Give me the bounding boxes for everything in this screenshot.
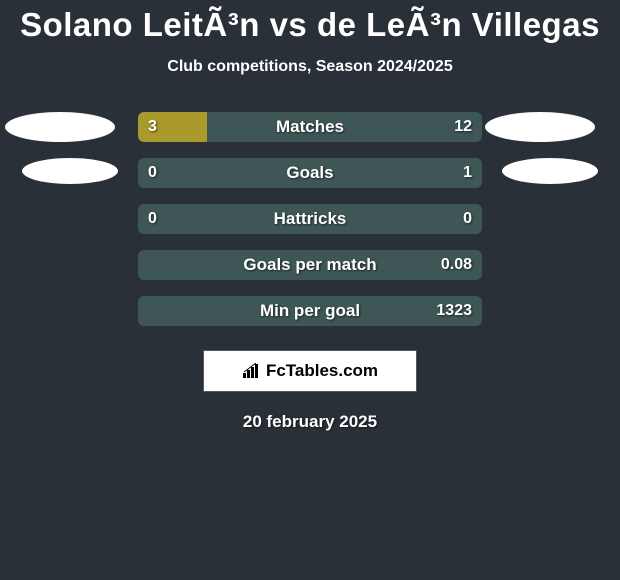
logo-box[interactable]: FcTables.com (203, 350, 417, 392)
stat-value-left: 0 (148, 158, 157, 188)
stat-value-right: 1 (463, 158, 472, 188)
stat-bar: 00Hattricks (138, 204, 482, 234)
logo-text: FcTables.com (242, 361, 378, 381)
bar-right-fill (138, 204, 482, 234)
player-badge-left (5, 112, 115, 142)
stat-row: 312Matches (0, 112, 620, 142)
stat-value-left: 0 (148, 204, 157, 234)
bar-right-fill (138, 158, 482, 188)
comparison-chart: 312Matches01Goals00Hattricks0.08Goals pe… (0, 112, 620, 342)
bar-right-fill (207, 112, 482, 142)
stat-bar: 312Matches (138, 112, 482, 142)
date-label: 20 february 2025 (243, 412, 377, 432)
bar-right-fill (138, 250, 482, 280)
stat-value-left: 3 (148, 112, 157, 142)
stat-bar: 1323Min per goal (138, 296, 482, 326)
stat-row: 01Goals (0, 158, 620, 188)
player-badge-right (502, 158, 598, 184)
bar-chart-icon (242, 363, 262, 379)
stat-value-right: 12 (454, 112, 472, 142)
stat-row: 00Hattricks (0, 204, 620, 234)
stat-value-right: 1323 (436, 296, 472, 326)
stat-bar: 0.08Goals per match (138, 250, 482, 280)
stat-row: 0.08Goals per match (0, 250, 620, 280)
stat-row: 1323Min per goal (0, 296, 620, 326)
stat-bar: 01Goals (138, 158, 482, 188)
logo-label: FcTables.com (266, 361, 378, 381)
player-badge-right (485, 112, 595, 142)
subtitle: Club competitions, Season 2024/2025 (167, 58, 452, 76)
page-title: Solano LeitÃ³n vs de LeÃ³n Villegas (20, 6, 600, 44)
bar-right-fill (138, 296, 482, 326)
stat-value-right: 0 (463, 204, 472, 234)
player-badge-left (22, 158, 118, 184)
stat-value-right: 0.08 (441, 250, 472, 280)
